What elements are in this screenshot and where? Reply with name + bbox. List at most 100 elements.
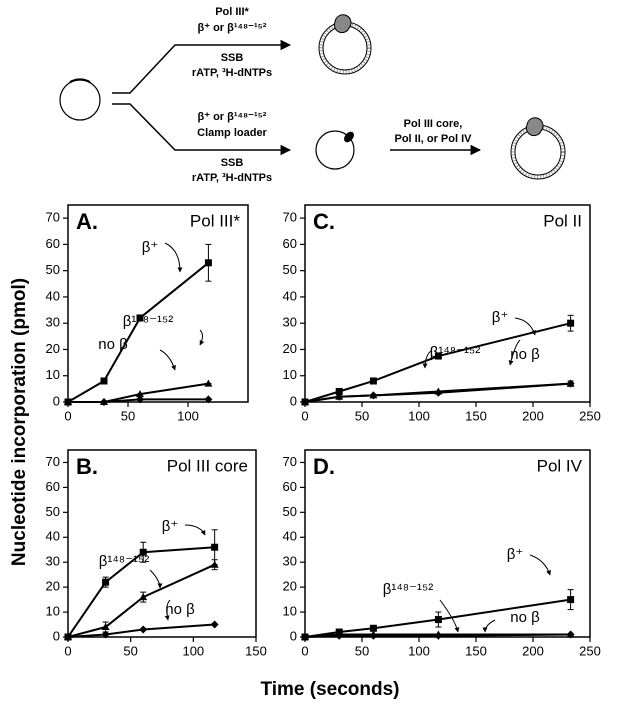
loaded-circle <box>315 130 355 170</box>
panel: 0 10 20 30 40 50 60 70 0 50 100 150 B. Pol III core β⁺… <box>46 449 267 658</box>
x-tick-label: 50 <box>355 408 369 423</box>
annotation-arrow <box>439 599 460 633</box>
reagent: rATP, ³H-dNTPs <box>192 67 272 79</box>
y-tick-label: 0 <box>290 628 297 643</box>
product-strand <box>319 22 371 74</box>
x-tick-label: 150 <box>465 408 487 423</box>
data-point <box>204 259 212 267</box>
reagent: Pol III* <box>215 6 249 18</box>
y-tick-label: 0 <box>53 393 60 408</box>
x-tick-label: 0 <box>301 408 308 423</box>
data-point <box>567 319 575 327</box>
series-annotation: no β <box>510 609 540 626</box>
data-point <box>567 596 575 604</box>
x-tick-label: 100 <box>408 643 430 658</box>
annotation-arrow <box>199 329 205 346</box>
reagent: Clamp loader <box>197 127 267 139</box>
panel-label: A. <box>76 209 98 234</box>
x-tick-label: 150 <box>465 643 487 658</box>
data-point <box>101 623 110 631</box>
y-tick-label: 0 <box>290 393 297 408</box>
annotation-arrow <box>149 569 163 589</box>
panel: 0 10 20 30 40 50 60 70 0 50 100 150 200 250 C. Pol II β⁺… <box>283 204 601 423</box>
panel-label: B. <box>76 454 98 479</box>
panel-title: Pol II <box>543 211 582 230</box>
data-point <box>139 593 148 601</box>
annotation-arrow <box>184 524 206 536</box>
x-tick-label: 0 <box>301 643 308 658</box>
panel-label: C. <box>313 209 335 234</box>
plot-frame <box>304 449 591 638</box>
x-tick-label: 0 <box>64 408 71 423</box>
x-tick-label: 100 <box>182 643 204 658</box>
lower-arrow <box>112 103 292 156</box>
data-point <box>566 379 575 388</box>
reagent: SSB <box>221 157 244 169</box>
polymerase <box>525 117 544 137</box>
data-point <box>434 631 443 640</box>
y-tick-label: 70 <box>283 454 297 469</box>
panel: 0 10 20 30 40 50 60 70 0 50 100 A. Pol III* β⁺ β¹⁴⁸⁻¹⁵… <box>46 204 249 423</box>
primer <box>69 78 91 83</box>
data-point <box>210 620 219 629</box>
plot-frame <box>304 204 591 403</box>
y-tick-label: 50 <box>283 504 297 519</box>
y-tick-label: 60 <box>46 479 60 494</box>
x-tick-label: 50 <box>121 408 135 423</box>
data-point <box>301 633 309 641</box>
reagent: Pol III core, <box>404 118 463 130</box>
data-point <box>139 548 147 556</box>
x-tick-label: 150 <box>245 643 267 658</box>
x-tick-label: 100 <box>177 408 199 423</box>
series-annotation: no β <box>98 336 128 353</box>
series-annotation: β⁺ <box>162 518 179 535</box>
data-point <box>204 395 213 404</box>
data-point <box>64 398 72 406</box>
y-tick-label: 20 <box>46 341 60 356</box>
data-point <box>139 625 148 634</box>
series-line <box>68 398 209 403</box>
y-axis-label: Nucleotide incorporation (pmol) <box>9 278 30 566</box>
y-tick-label: 30 <box>46 315 60 330</box>
series-annotation: β⁺ <box>507 546 524 563</box>
x-tick-label: 200 <box>522 408 544 423</box>
series-annotation: β¹⁴⁸⁻¹⁵² <box>383 581 434 598</box>
series-annotation: β¹⁴⁸⁻¹⁵² <box>99 553 150 570</box>
data-point <box>210 560 219 568</box>
series-annotation: β¹⁴⁸⁻¹⁵² <box>123 313 174 330</box>
annotation-arrow <box>164 599 171 621</box>
series-line <box>67 546 215 638</box>
y-tick-label: 0 <box>53 628 60 643</box>
annotation-arrow <box>508 339 521 366</box>
x-tick-label: 100 <box>408 408 430 423</box>
data-point <box>100 398 108 406</box>
y-tick-label: 40 <box>283 529 297 544</box>
y-tick-label: 10 <box>283 367 297 382</box>
data-point <box>64 633 72 641</box>
reagent: β⁺ or β¹⁴⁸⁻¹⁵² <box>198 111 267 123</box>
polymerase <box>333 14 352 34</box>
data-point <box>101 630 110 639</box>
data-point <box>102 578 110 586</box>
data-point <box>369 377 377 385</box>
data-point <box>566 630 575 639</box>
product-circle <box>322 25 368 71</box>
x-tick-label: 250 <box>579 643 601 658</box>
data-point <box>369 391 378 400</box>
reagent: Pol II, or Pol IV <box>394 133 472 145</box>
y-tick-label: 70 <box>283 210 297 225</box>
series-annotation: β⁺ <box>142 239 159 256</box>
series-annotation: β⁺ <box>492 309 509 326</box>
data-point <box>136 390 144 398</box>
data-point <box>136 314 144 322</box>
y-tick-label: 30 <box>283 315 297 330</box>
data-point <box>335 392 344 401</box>
data-point <box>434 352 442 360</box>
annotation-arrow <box>529 554 551 576</box>
y-tick-label: 20 <box>46 579 60 594</box>
annotation-arrow <box>164 242 183 273</box>
y-tick-label: 40 <box>283 288 297 303</box>
panel-title: Pol IV <box>537 456 583 475</box>
series-annotation: β¹⁴⁸⁻¹⁵² <box>430 344 481 361</box>
